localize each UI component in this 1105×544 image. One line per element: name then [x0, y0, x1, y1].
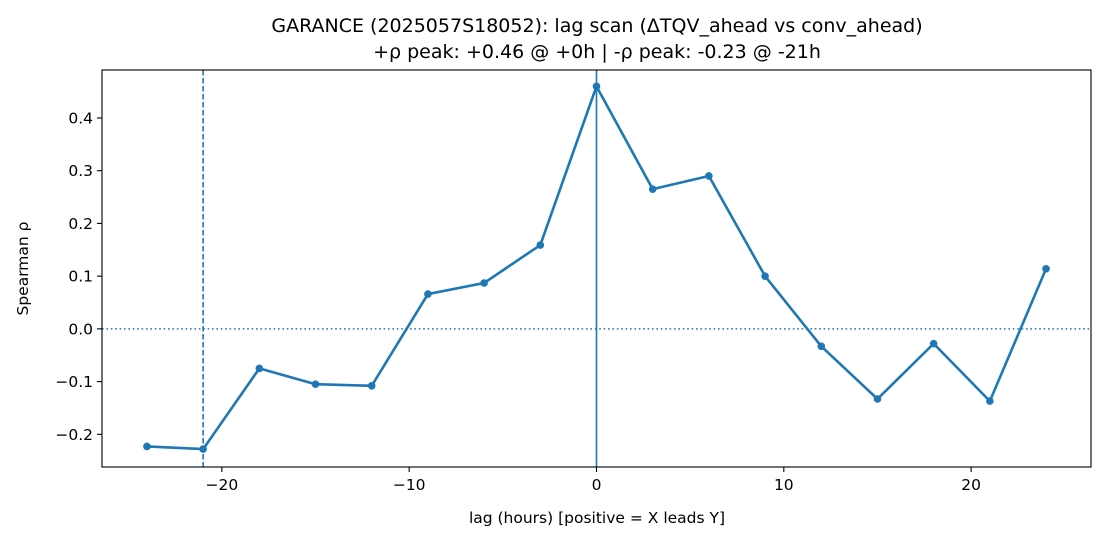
x-tick-label: 0 [592, 476, 602, 494]
y-tick-label: 0.4 [68, 109, 93, 127]
y-tick-label: 0.3 [68, 162, 93, 180]
data-point [367, 382, 376, 390]
data-point [255, 364, 264, 373]
plot-frame [101, 69, 1092, 468]
y-tick-label: −0.1 [55, 373, 93, 391]
x-tick-label: 10 [774, 476, 794, 494]
x-tick-label: −20 [206, 476, 239, 494]
axis-ticks: −20 −10 0 10 20 −0.2 −0.1 0.0 0.1 0.2 0.3 0.4 [55, 109, 981, 494]
data-point [929, 339, 938, 348]
data-point [311, 380, 320, 389]
data-point [424, 290, 432, 298]
data-point [761, 272, 769, 280]
data-point [1042, 264, 1050, 273]
plot-area [102, 70, 1091, 467]
data-point [480, 279, 488, 287]
data-point [199, 445, 207, 453]
data-point [873, 395, 882, 403]
data-point [705, 172, 713, 180]
data-point [592, 82, 601, 91]
data-point [986, 397, 994, 405]
y-tick-label: −0.2 [55, 426, 93, 444]
x-tick-label: −10 [393, 476, 426, 494]
y-tick-label: 0.1 [68, 268, 93, 286]
y-axis-label: Spearman ρ [14, 222, 32, 316]
data-point [817, 342, 826, 351]
y-tick-label: 0.2 [68, 215, 93, 233]
x-tick-label: 20 [961, 476, 981, 494]
chart-title: GARANCE (2025057S18052): lag scan (ΔTQV_… [271, 15, 922, 37]
data-point [536, 241, 545, 249]
data-point [143, 442, 151, 451]
y-tick-label: 0.0 [68, 320, 93, 338]
x-axis-label: lag (hours) [positive = X leads Y] [469, 509, 725, 527]
chart-subtitle: +ρ peak: +0.46 @ +0h | -ρ peak: -0.23 @ … [373, 41, 821, 63]
data-point [648, 185, 657, 193]
